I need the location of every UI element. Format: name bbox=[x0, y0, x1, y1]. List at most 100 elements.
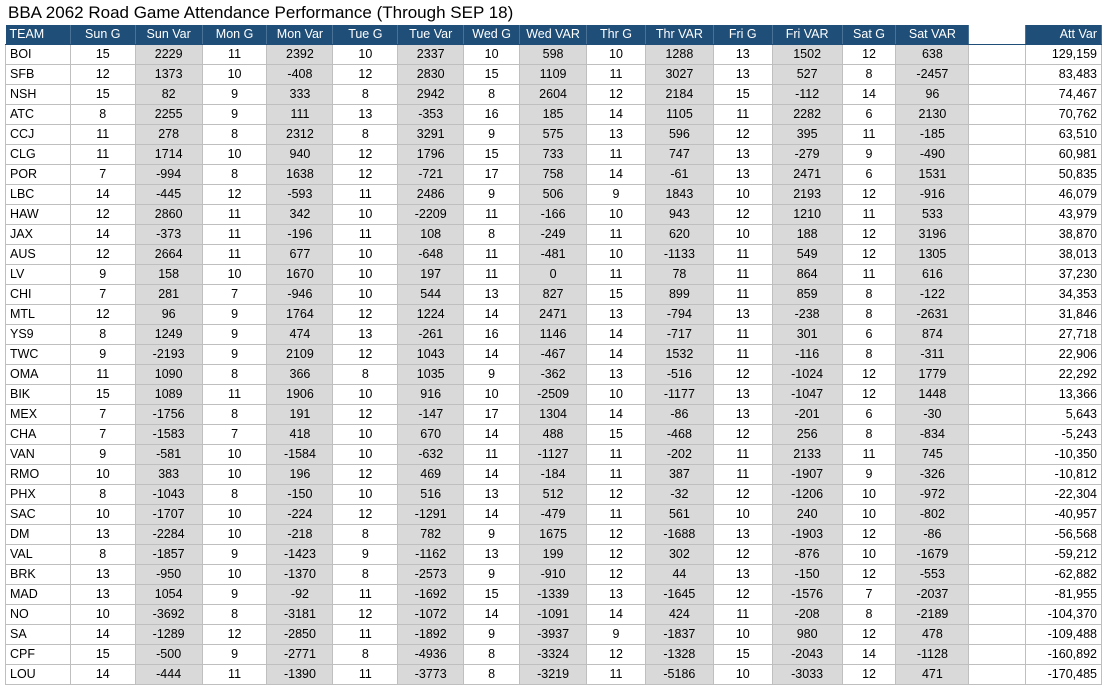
games-cell: 11 bbox=[332, 584, 399, 605]
games-cell: 12 bbox=[842, 664, 897, 685]
var-cell: 1764 bbox=[266, 304, 334, 325]
var-cell: 1714 bbox=[135, 144, 203, 165]
games-cell: 8 bbox=[842, 284, 897, 305]
team-cell: TWC bbox=[5, 344, 71, 365]
var-cell: -3773 bbox=[397, 664, 465, 685]
games-cell: 12 bbox=[586, 84, 646, 105]
games-cell: 12 bbox=[332, 344, 399, 365]
att-var-cell: -109,488 bbox=[1025, 624, 1102, 645]
var-cell: 2664 bbox=[135, 244, 203, 265]
spacer-cell bbox=[968, 664, 1027, 685]
table-row: CHI 7 281 7 -946 10 544 13 827 15 899 11 859 8 -122 34,… bbox=[5, 284, 1102, 305]
var-cell: 185 bbox=[519, 104, 588, 125]
var-cell: -3324 bbox=[519, 644, 588, 665]
games-cell: 12 bbox=[202, 184, 268, 205]
var-cell: -553 bbox=[895, 564, 970, 585]
spacer-cell bbox=[968, 324, 1027, 345]
spacer-cell bbox=[968, 284, 1027, 305]
games-cell: 8 bbox=[202, 124, 268, 145]
att-var-cell: -160,892 bbox=[1025, 644, 1102, 665]
games-cell: 9 bbox=[70, 344, 136, 365]
games-cell: 10 bbox=[202, 64, 268, 85]
var-cell: 2282 bbox=[772, 104, 843, 125]
team-cell: CLG bbox=[5, 144, 71, 165]
var-cell: 301 bbox=[772, 324, 843, 345]
games-cell: 9 bbox=[70, 264, 136, 285]
var-cell: 670 bbox=[397, 424, 465, 445]
table-row: BRK 13 -950 10 -1370 8 -2573 9 -910 12 44 13 -150 12-… bbox=[5, 564, 1102, 585]
var-cell: -2037 bbox=[895, 584, 970, 605]
att-var-cell: 74,467 bbox=[1025, 84, 1102, 105]
team-cell: LV bbox=[5, 264, 71, 285]
table-row: DM 13 -2284 10 -218 8 782 9 1675 12 -1688 13 -1903 12… bbox=[5, 524, 1102, 545]
spacer-cell bbox=[968, 184, 1027, 205]
games-cell: 10 bbox=[332, 484, 399, 505]
games-cell: 13 bbox=[463, 284, 521, 305]
var-cell: -1370 bbox=[266, 564, 334, 585]
team-cell: JAX bbox=[5, 224, 71, 245]
games-cell: 12 bbox=[842, 224, 897, 245]
games-cell: 10 bbox=[586, 384, 646, 405]
games-cell: 13 bbox=[713, 404, 773, 425]
var-cell: 1035 bbox=[397, 364, 465, 385]
games-cell: 10 bbox=[202, 464, 268, 485]
var-cell: 395 bbox=[772, 124, 843, 145]
games-cell: 9 bbox=[586, 184, 646, 205]
var-cell: -1072 bbox=[397, 604, 465, 625]
games-cell: 13 bbox=[713, 384, 773, 405]
games-cell: 15 bbox=[586, 424, 646, 445]
spacer-cell bbox=[968, 264, 1027, 285]
var-cell: -1903 bbox=[772, 524, 843, 545]
games-cell: 9 bbox=[202, 84, 268, 105]
spacer-cell bbox=[968, 504, 1027, 525]
var-cell: 1043 bbox=[397, 344, 465, 365]
games-cell: 7 bbox=[202, 424, 268, 445]
var-cell: -3937 bbox=[519, 624, 588, 645]
var-cell: -86 bbox=[895, 524, 970, 545]
var-cell: -467 bbox=[519, 344, 588, 365]
var-cell: -721 bbox=[397, 164, 465, 185]
games-cell: 8 bbox=[70, 484, 136, 505]
var-cell: 620 bbox=[645, 224, 714, 245]
var-cell: -1584 bbox=[266, 444, 334, 465]
games-cell: 7 bbox=[70, 164, 136, 185]
games-cell: 8 bbox=[842, 304, 897, 325]
team-cell: YS9 bbox=[5, 324, 71, 345]
games-cell: 10 bbox=[332, 244, 399, 265]
att-var-cell: 22,292 bbox=[1025, 364, 1102, 385]
table-row: AUS 12 2664 11 677 10 -648 11 -481 10 -1133 11 549 12… bbox=[5, 244, 1102, 265]
var-cell: 3196 bbox=[895, 224, 970, 245]
games-cell: 11 bbox=[713, 604, 773, 625]
var-cell: -1645 bbox=[645, 584, 714, 605]
var-cell: -32 bbox=[645, 484, 714, 505]
games-cell: 10 bbox=[70, 464, 136, 485]
var-cell: -202 bbox=[645, 444, 714, 465]
games-cell: 8 bbox=[332, 364, 399, 385]
table-row: JAX 14 -373 11 -196 11 108 8 -249 11 620 10 188 12 319… bbox=[5, 224, 1102, 245]
games-cell: 9 bbox=[842, 144, 897, 165]
var-cell: 366 bbox=[266, 364, 334, 385]
var-cell: 2229 bbox=[135, 44, 203, 65]
games-cell: 8 bbox=[70, 104, 136, 125]
column-header: Fri VAR bbox=[772, 25, 843, 45]
games-cell: 11 bbox=[202, 664, 268, 685]
table-row: LBC 14 -445 12 -593 11 2486 9 506 9 1843 10 2193 12 -9… bbox=[5, 184, 1102, 205]
var-cell: 1146 bbox=[519, 324, 588, 345]
games-cell: 10 bbox=[586, 244, 646, 265]
games-cell: 11 bbox=[70, 124, 136, 145]
games-cell: 11 bbox=[463, 244, 521, 265]
games-cell: 11 bbox=[713, 244, 773, 265]
var-cell: -444 bbox=[135, 664, 203, 685]
var-cell: -1177 bbox=[645, 384, 714, 405]
var-cell: 1105 bbox=[645, 104, 714, 125]
var-cell: 111 bbox=[266, 104, 334, 125]
var-cell: -2771 bbox=[266, 644, 334, 665]
spacer-cell bbox=[968, 404, 1027, 425]
var-cell: -224 bbox=[266, 504, 334, 525]
table-row: BOI 15 2229 11 2392 10 2337 10 598 10 1288 13 1502 12… bbox=[5, 44, 1102, 65]
games-cell: 10 bbox=[713, 504, 773, 525]
var-cell: -1024 bbox=[772, 364, 843, 385]
games-cell: 13 bbox=[713, 524, 773, 545]
games-cell: 16 bbox=[463, 324, 521, 345]
var-cell: 196 bbox=[266, 464, 334, 485]
